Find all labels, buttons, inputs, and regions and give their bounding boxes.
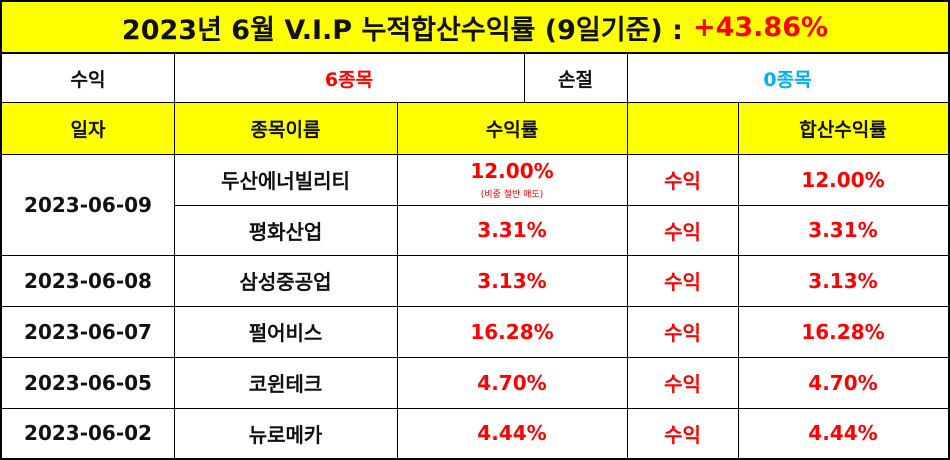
cumulative-cell: 16.28% [801, 319, 885, 344]
grid-line [397, 102, 398, 458]
status-cell: 수익 [664, 372, 701, 396]
status-cell: 수익 [664, 422, 701, 447]
status-cell: 수익 [664, 270, 701, 294]
return-value: 12.00% [470, 159, 554, 183]
grid-line [2, 102, 948, 103]
stock-name: 삼성중공업 [239, 270, 332, 294]
stock-name: 두산에너빌리티 [221, 169, 350, 193]
stock-name: 뉴로메카 [248, 422, 323, 447]
date-cell: 2023-06-07 [24, 319, 152, 344]
grid-line [627, 54, 628, 458]
status-cell: 수익 [664, 169, 701, 193]
return-cell: 3.31% [477, 218, 547, 242]
date-cell: 2023-06-09 [24, 192, 152, 217]
status-cell: 수익 [664, 321, 701, 345]
grid-line [174, 54, 175, 458]
return-cell: 4.70% [477, 370, 547, 395]
date-cell: 2023-06-02 [24, 421, 152, 445]
loss-label: 손절 [558, 68, 593, 91]
date-cell: 2023-06-05 [24, 370, 152, 395]
grid-line [524, 54, 525, 102]
status-cell: 수익 [664, 219, 701, 244]
cumulative-percent: +43.86% [692, 11, 829, 43]
header-date: 일자 [2, 102, 174, 154]
grid-line [2, 408, 948, 409]
cumulative-cell: 3.31% [808, 218, 878, 242]
grid-line [2, 306, 948, 307]
header-status [627, 102, 738, 154]
loss-count: 0종목 [763, 68, 812, 91]
header-cumulative: 합산수익률 [738, 102, 948, 154]
return-cell: 12.00% (비중 절반 매도) [397, 154, 627, 205]
grid-line [2, 357, 948, 358]
cumulative-cell: 4.70% [808, 370, 878, 395]
return-cell: 3.13% [477, 268, 547, 293]
return-cell: 16.28% [470, 319, 554, 344]
grid-line [2, 255, 948, 256]
grid-line [738, 102, 739, 458]
cumulative-cell: 4.44% [808, 421, 878, 445]
title-text: 2023년 6월 V.I.P 누적합산수익률 (9일기준) : [121, 14, 683, 46]
profit-label: 수익 [70, 68, 106, 91]
header-stock: 종목이름 [174, 102, 397, 154]
stock-name: 펄어비스 [248, 321, 323, 345]
grid-line [2, 154, 948, 155]
date-cell: 2023-06-08 [24, 268, 152, 293]
header-return: 수익률 [397, 102, 627, 154]
cumulative-cell: 3.13% [808, 268, 878, 293]
grid-line [174, 205, 948, 206]
stock-name: 평화산업 [248, 219, 323, 244]
table-title: 2023년 6월 V.I.P 누적합산수익률 (9일기준) : +43.86% [2, 2, 948, 54]
profit-count: 6종목 [324, 68, 374, 91]
return-cell: 4.44% [477, 421, 547, 445]
stock-name: 코윈테크 [248, 372, 323, 396]
cumulative-cell: 12.00% [801, 167, 885, 192]
sell-note: (비중 절반 매도) [480, 190, 544, 200]
